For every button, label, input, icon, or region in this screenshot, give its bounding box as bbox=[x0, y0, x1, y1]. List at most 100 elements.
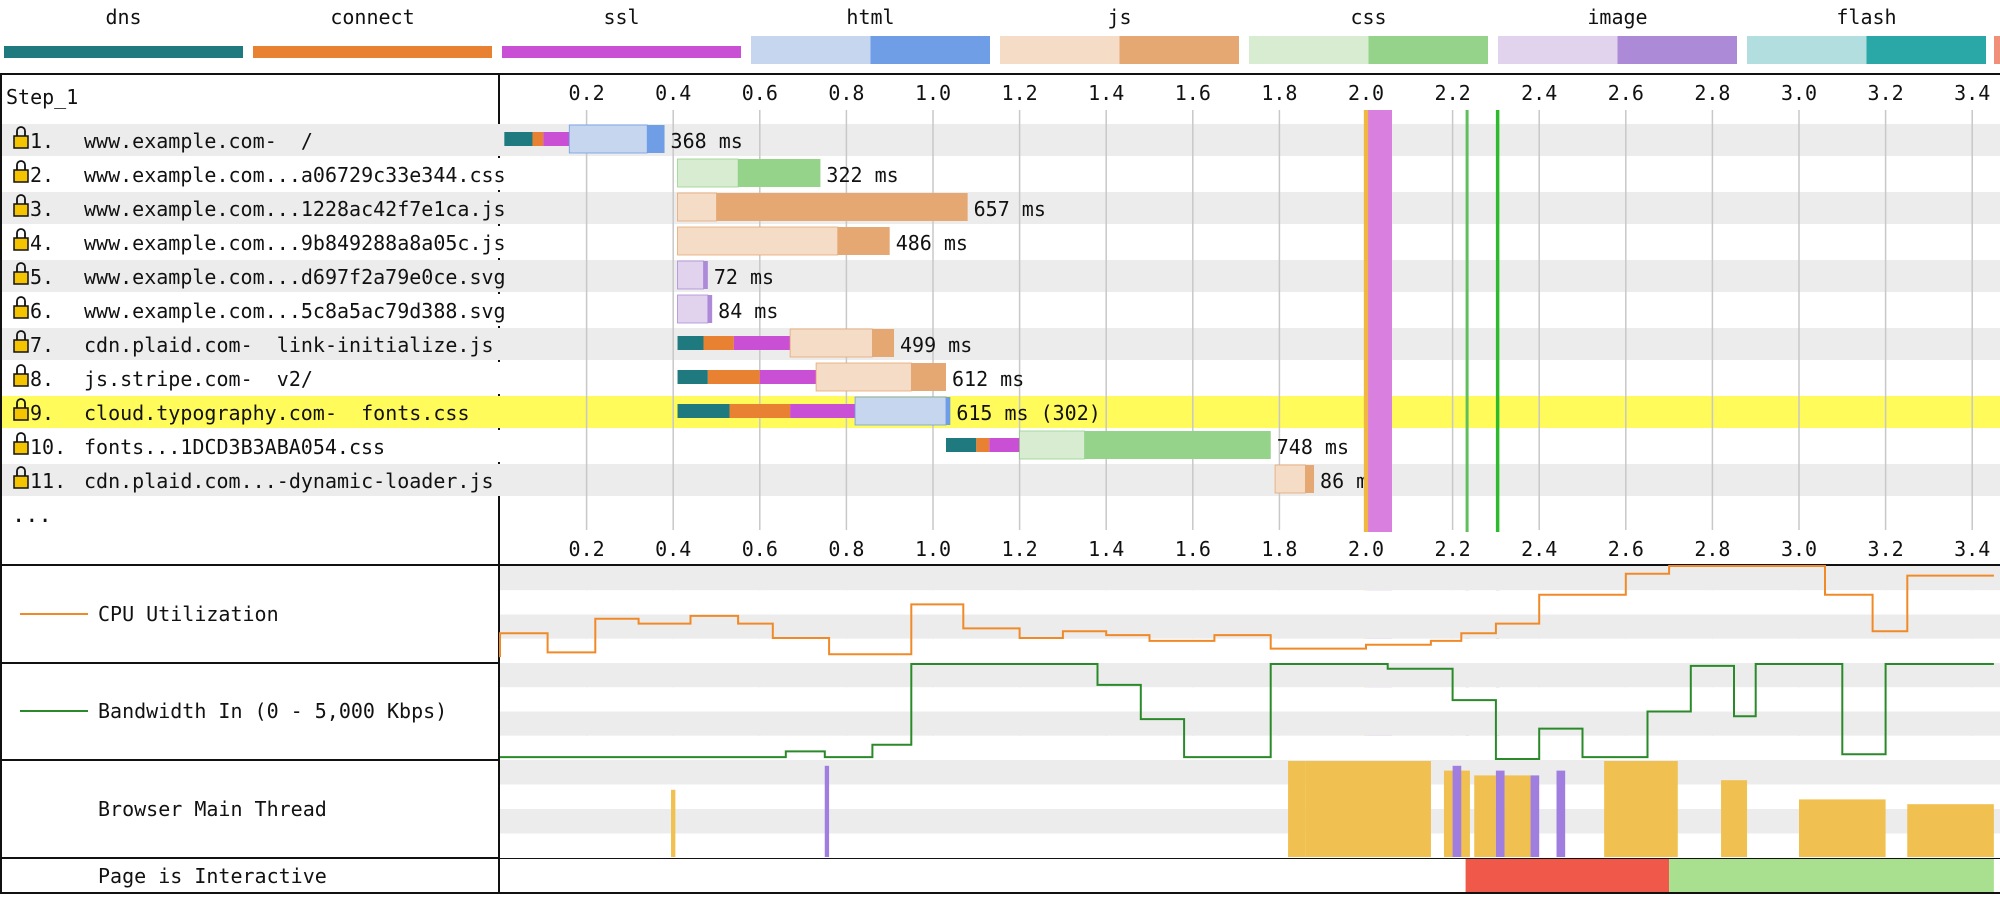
main-thread-activity bbox=[1474, 775, 1496, 857]
x-tick-label: 3.2 bbox=[1868, 537, 1904, 561]
legend-swatch-flash bbox=[1866, 36, 1986, 64]
x-tick-label: 1.0 bbox=[915, 537, 951, 561]
row-background bbox=[2, 124, 2000, 156]
bar-dns bbox=[504, 132, 533, 146]
bar-wait bbox=[568, 124, 648, 154]
request-host: cdn.plaid.com bbox=[84, 469, 241, 493]
request-number: 2. bbox=[30, 163, 54, 187]
request-number: 11. bbox=[30, 469, 66, 493]
x-tick-label: 1.4 bbox=[1088, 537, 1124, 561]
bar-receive bbox=[716, 193, 968, 221]
bar-time-label: 84 ms bbox=[718, 299, 778, 323]
row-background bbox=[2, 328, 2000, 360]
bar-time-label: 368 ms bbox=[671, 129, 743, 153]
lock-icon bbox=[13, 135, 29, 149]
lock-icon bbox=[16, 262, 26, 272]
lock-icon bbox=[16, 194, 26, 204]
request-host: www.example.com bbox=[84, 197, 265, 221]
highlighted-row bbox=[2, 396, 2000, 428]
x-tick-label: 2.8 bbox=[1694, 81, 1730, 105]
lock-icon bbox=[16, 364, 26, 374]
request-rows bbox=[2, 124, 2000, 496]
bandwidth-line bbox=[500, 663, 1994, 760]
bar-time-label: 612 ms bbox=[952, 367, 1024, 391]
legend-label-image: image bbox=[1587, 5, 1647, 29]
bar-receive bbox=[837, 227, 890, 255]
bandwidth-panel: Bandwidth In (0 - 5,000 Kbps) bbox=[20, 663, 2000, 760]
x-tick-label: 2.2 bbox=[1435, 537, 1471, 561]
interactive-segment bbox=[1465, 859, 1670, 892]
bar-time-label: 486 ms bbox=[896, 231, 968, 255]
panel-band bbox=[500, 663, 2000, 688]
bar-wait bbox=[677, 260, 704, 290]
x-tick-label: 3.2 bbox=[1868, 81, 1904, 105]
main-thread-activity bbox=[1604, 761, 1678, 857]
x-tick-label: 3.0 bbox=[1781, 537, 1817, 561]
main-thread-activity bbox=[1530, 775, 1540, 857]
x-tick-label: 0.8 bbox=[828, 81, 864, 105]
event-marker bbox=[1363, 110, 1369, 532]
bar-receive bbox=[1305, 465, 1315, 493]
main-thread-activity bbox=[1907, 804, 1994, 857]
legend-swatch-dns bbox=[4, 46, 243, 58]
bar-ssl bbox=[759, 370, 817, 384]
event-marker bbox=[1465, 110, 1469, 532]
x-tick-label: 2.6 bbox=[1608, 81, 1644, 105]
bar-wait bbox=[677, 158, 739, 188]
x-tick-label: 2.2 bbox=[1435, 81, 1471, 105]
bar-receive bbox=[945, 397, 951, 425]
bar-time-label: 72 ms bbox=[714, 265, 774, 289]
page-interactive-label: Page is Interactive bbox=[98, 864, 327, 888]
request-number: 9. bbox=[30, 401, 54, 425]
bar-wait bbox=[1274, 464, 1306, 494]
main-thread-activity bbox=[1799, 799, 1886, 857]
legend-label-flash: flash bbox=[1836, 5, 1896, 29]
request-path: 9b849288a8a05c.js bbox=[301, 231, 506, 255]
x-tick-label: 2.8 bbox=[1694, 537, 1730, 561]
legend-swatch-wait-js bbox=[1000, 36, 1120, 64]
x-tick-label: 1.4 bbox=[1088, 81, 1124, 105]
page-interactive-panel: Page is Interactive bbox=[98, 859, 1994, 892]
request-number: 8. bbox=[30, 367, 54, 391]
bar-wait bbox=[677, 294, 709, 324]
request-separator: ... bbox=[265, 231, 301, 255]
legend-swatch-wait-flash bbox=[1747, 36, 1867, 64]
bar-receive bbox=[738, 159, 821, 187]
bar-ssl bbox=[543, 132, 570, 146]
bandwidth-label: Bandwidth In (0 - 5,000 Kbps) bbox=[98, 699, 447, 723]
request-separator: ... bbox=[144, 435, 180, 459]
request-number: 10. bbox=[30, 435, 66, 459]
x-tick-label: 2.6 bbox=[1608, 537, 1644, 561]
legend-label-html: html bbox=[846, 5, 894, 29]
cpu-utilization-panel: CPU Utilization bbox=[20, 565, 2000, 663]
main-thread-activity bbox=[1495, 770, 1505, 857]
request-separator: ... bbox=[241, 469, 277, 493]
legend-label-css: css bbox=[1350, 5, 1386, 29]
bar-wait bbox=[789, 328, 873, 358]
row-background bbox=[2, 294, 2000, 326]
bar-receive bbox=[872, 329, 895, 357]
row-background bbox=[2, 192, 2000, 224]
lock-icon bbox=[16, 398, 26, 408]
lock-icon bbox=[16, 126, 26, 136]
request-host: www.example.com bbox=[84, 265, 265, 289]
request-separator: - bbox=[241, 367, 253, 391]
interactive-segment bbox=[500, 859, 1466, 892]
lock-icon bbox=[13, 305, 29, 319]
request-host: www.example.com bbox=[84, 163, 265, 187]
bar-wait bbox=[1019, 430, 1085, 460]
x-tick-label: 2.4 bbox=[1521, 537, 1557, 561]
x-tick-label: 2.4 bbox=[1521, 81, 1557, 105]
x-tick-label: 1.6 bbox=[1175, 537, 1211, 561]
request-host: js.stripe.com bbox=[84, 367, 241, 391]
bar-dns bbox=[677, 370, 708, 384]
legend: dns connect ssl html js css image flash bbox=[4, 5, 2000, 64]
request-number: 1. bbox=[30, 129, 54, 153]
x-tick-label: 3.4 bbox=[1954, 537, 1990, 561]
bar-time-label: 615 ms (302) bbox=[956, 401, 1101, 425]
bar-ssl bbox=[790, 404, 856, 418]
lock-icon bbox=[13, 271, 29, 285]
cpu-label: CPU Utilization bbox=[98, 602, 279, 626]
x-tick-label: 0.6 bbox=[742, 81, 778, 105]
request-separator: ... bbox=[265, 163, 301, 187]
